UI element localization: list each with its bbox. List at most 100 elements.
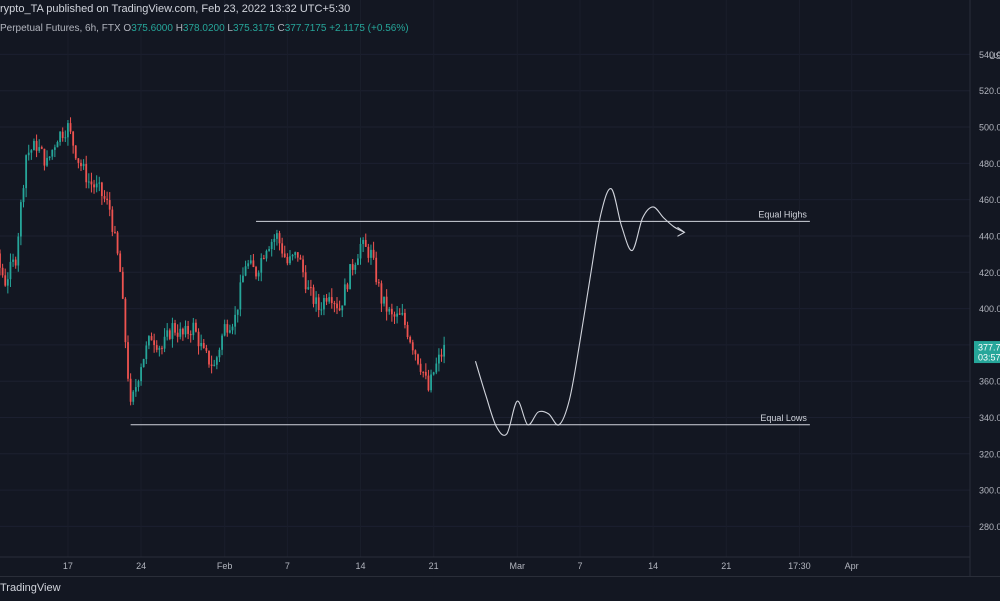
- candle-body: [221, 335, 223, 350]
- candle-body: [338, 308, 341, 311]
- candle-body: [383, 296, 385, 304]
- time-tick-label: 7: [285, 561, 290, 571]
- candle-body: [242, 275, 244, 283]
- candle-body: [315, 297, 318, 304]
- candle-body: [270, 241, 273, 250]
- price-tick-label: 540.00: [979, 50, 1000, 60]
- candle-body: [239, 282, 242, 310]
- candle-body: [85, 163, 88, 183]
- candle-body: [364, 239, 367, 247]
- candle-body: [380, 283, 383, 304]
- candle-body: [74, 145, 77, 159]
- candle-body: [404, 312, 406, 325]
- projection-line: [474, 188, 685, 436]
- candle-body: [354, 264, 357, 270]
- candle-body: [38, 147, 41, 151]
- candle-body: [197, 331, 200, 347]
- time-tick-label: 21: [721, 561, 731, 571]
- candle-body: [168, 330, 171, 339]
- candle-body: [260, 258, 263, 273]
- candle-body: [247, 263, 250, 267]
- footer-bar: TradingView: [0, 576, 1000, 601]
- candle-body: [302, 259, 304, 273]
- candle-body: [103, 196, 106, 199]
- high-value: 378.0200: [182, 23, 225, 34]
- low-label: L: [227, 23, 233, 34]
- candle-body: [323, 298, 325, 310]
- candle-body: [64, 137, 67, 139]
- candle-body: [27, 152, 30, 156]
- candle-body: [325, 298, 328, 302]
- candle-body: [87, 181, 90, 183]
- level-label: Equal Highs: [758, 209, 807, 219]
- candle-body: [192, 322, 195, 336]
- candle-body: [106, 198, 109, 201]
- candle-body: [181, 328, 184, 335]
- candle-body: [67, 123, 69, 138]
- candle-body: [93, 184, 95, 188]
- candle-body: [200, 342, 203, 347]
- candle-body: [333, 303, 336, 305]
- candle-body: [265, 250, 268, 259]
- candle-body: [438, 354, 440, 364]
- candle-body: [218, 349, 221, 358]
- tradingview-brand[interactable]: TradingView: [0, 582, 61, 594]
- publish-info-text: rypto_TA published on TradingView.com, F…: [0, 3, 351, 15]
- candle-body: [357, 258, 359, 265]
- candle-body: [142, 358, 145, 368]
- time-tick-label: 7: [577, 561, 582, 571]
- candle-body: [276, 233, 278, 239]
- candle-body: [234, 314, 237, 327]
- candle-body: [111, 209, 114, 232]
- candle-body: [231, 326, 234, 331]
- price-axis[interactable]: 280.00300.00320.00340.00360.00380.00400.…: [979, 50, 1000, 532]
- candle-body: [385, 296, 388, 312]
- candle-body: [140, 367, 142, 382]
- price-tick-label: 460.00: [979, 195, 1000, 205]
- candle-body: [341, 305, 344, 311]
- candle-body: [25, 155, 28, 189]
- candle-body: [299, 257, 302, 260]
- candle-body: [440, 354, 443, 357]
- candle-body: [46, 157, 48, 166]
- candle-body: [77, 158, 80, 163]
- candle-body: [312, 287, 315, 304]
- grid: [0, 53, 970, 527]
- projection-arrowhead: [677, 226, 686, 237]
- candle-body: [100, 182, 103, 197]
- candle-body: [427, 375, 430, 391]
- candle-body: [35, 140, 38, 151]
- price-tick-label: 420.00: [979, 268, 1000, 278]
- candle-body: [72, 131, 75, 146]
- candle-body: [61, 131, 64, 138]
- candle-body: [257, 272, 260, 277]
- candle-body: [22, 188, 25, 203]
- candle-body: [388, 308, 391, 312]
- candle-body: [119, 253, 122, 272]
- price-tick-label: 280.00: [979, 522, 1000, 532]
- candle-body: [187, 325, 189, 334]
- candle-body: [432, 372, 435, 375]
- candle-body: [145, 345, 148, 359]
- close-label: C: [277, 23, 285, 34]
- candle-body: [56, 142, 59, 148]
- candle-body: [129, 378, 132, 402]
- time-tick-label: Mar: [510, 561, 526, 571]
- candle-body: [372, 249, 375, 258]
- price-tag-background: [974, 341, 1000, 364]
- candle-body: [208, 350, 210, 365]
- candle-body: [161, 347, 163, 349]
- last-price-tag: 377.703:57: [974, 341, 1000, 364]
- candle-body: [304, 272, 307, 290]
- candle-body: [82, 163, 85, 167]
- candle-body: [17, 236, 20, 266]
- candle-body: [367, 246, 370, 258]
- close-value: 377.7175: [284, 23, 327, 34]
- candle-body: [328, 297, 331, 302]
- last-price-value: 377.7: [978, 343, 1000, 353]
- candle-body: [148, 336, 150, 346]
- candle-body: [294, 252, 297, 255]
- candle-body: [121, 271, 124, 299]
